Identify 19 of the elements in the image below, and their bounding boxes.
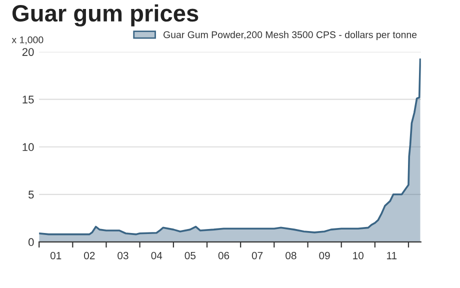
y-tick-label: 0 <box>28 238 34 246</box>
x-tick-label: 10 <box>353 252 364 260</box>
y-tick-label: 5 <box>28 190 34 199</box>
legend-label: Guar Gum Powder,200 Mesh 3500 CPS - dollars per tonne <box>164 31 417 40</box>
x-tick-label: 08 <box>286 252 296 260</box>
x-tick-label: 09 <box>319 252 330 260</box>
y-tick-label: 10 <box>22 143 34 152</box>
x-tick-label: 11 <box>387 252 397 260</box>
chart-title: Guar gum prices <box>12 4 198 26</box>
x-tick-label: 04 <box>151 252 162 260</box>
x-tick-label: 06 <box>218 252 230 260</box>
x-tick-label: 07 <box>252 252 263 260</box>
x-tick-label: 05 <box>184 252 196 260</box>
y-axis-title: x 1,000 <box>12 36 44 44</box>
x-tick-label: 03 <box>118 252 128 260</box>
y-tick-label: 20 <box>22 48 34 56</box>
x-tick-label: 01 <box>50 252 62 260</box>
y-tick-label: 15 <box>22 96 34 104</box>
x-tick-label: 02 <box>84 252 95 260</box>
